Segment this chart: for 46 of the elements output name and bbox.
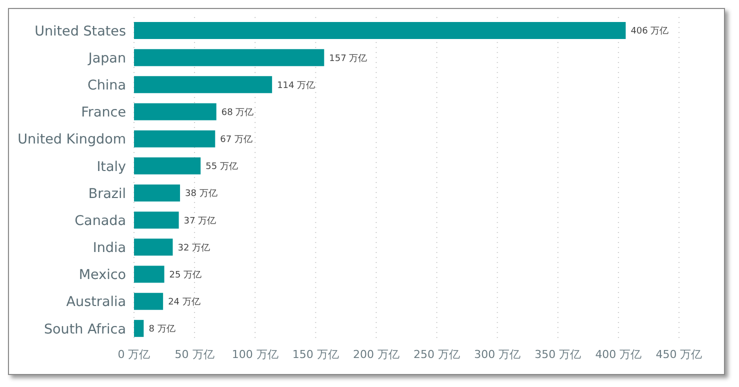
y-tick-label: Australia: [66, 294, 126, 310]
data-label: 114 万亿: [277, 80, 316, 91]
x-tick-label: 250 万亿: [414, 348, 460, 361]
bar: [134, 266, 164, 283]
data-label: 406 万亿: [630, 26, 669, 37]
x-tick-label: 150 万亿: [292, 348, 339, 361]
bar: [134, 76, 272, 94]
x-tick-label: 100 万亿: [232, 348, 278, 361]
bar: [134, 184, 180, 202]
data-label: 55 万亿: [206, 161, 238, 172]
x-tick-label: 200 万亿: [352, 348, 400, 361]
bar: [134, 238, 173, 256]
data-label: 24 万亿: [168, 296, 200, 308]
data-label: 157 万亿: [329, 52, 368, 64]
data-label: 37 万亿: [184, 215, 216, 226]
bar: [134, 103, 216, 120]
y-tick-label: China: [87, 78, 126, 94]
bar: [134, 49, 324, 66]
x-tick-label: 450 万亿: [656, 348, 702, 361]
y-tick-label: South Africa: [44, 321, 126, 338]
data-label: 38 万亿: [185, 188, 218, 200]
bar: [134, 130, 216, 148]
y-tick-label: Japan: [87, 50, 126, 66]
y-tick-label: Canada: [74, 212, 126, 229]
x-tick-label: 350 万亿: [534, 348, 582, 361]
y-tick-label: United Kingdom: [18, 132, 126, 148]
x-tick-label: 0 万亿: [118, 348, 150, 361]
y-tick-label: Brazil: [88, 186, 126, 202]
y-tick-label: Mexico: [78, 267, 126, 284]
data-label: 67 万亿: [220, 134, 252, 146]
bar: [134, 22, 626, 39]
data-label: 8 万亿: [148, 324, 176, 335]
bar: [134, 212, 179, 229]
x-tick-label: 300 万亿: [474, 348, 521, 361]
bar: [134, 320, 144, 337]
x-tick-label: 400 万亿: [595, 348, 642, 361]
bar: [134, 157, 201, 174]
x-tick-label: 50 万亿: [174, 348, 214, 361]
data-label: 32 万亿: [178, 242, 210, 254]
y-tick-label: India: [92, 240, 126, 256]
y-tick-label: France: [81, 104, 126, 121]
bar: [134, 292, 164, 310]
data-label: 25 万亿: [169, 269, 202, 280]
data-label: 68 万亿: [221, 106, 254, 118]
y-tick-label: United States: [34, 23, 126, 40]
y-tick-label: Italy: [96, 158, 126, 175]
